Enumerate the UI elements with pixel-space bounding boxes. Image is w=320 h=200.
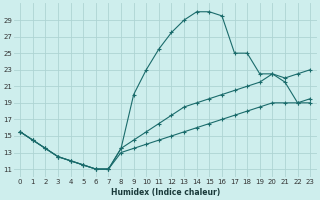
X-axis label: Humidex (Indice chaleur): Humidex (Indice chaleur) <box>111 188 220 197</box>
